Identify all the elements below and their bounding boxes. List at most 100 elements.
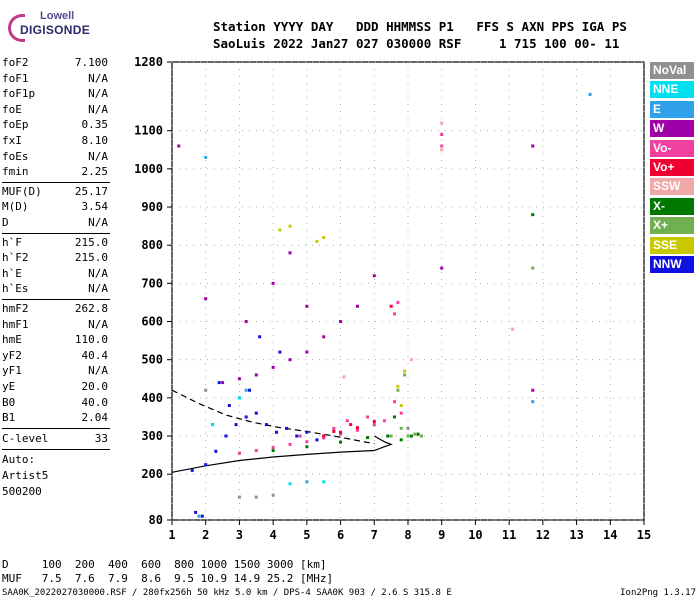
echo-point [322,335,326,339]
legend-item-nne: NNE [650,81,694,99]
echo-point [355,428,359,432]
echo-point [322,236,326,240]
param-row: M(D) 3.54 [2,200,108,214]
echo-point [440,133,444,137]
version-label: Ion2Png 1.3.17 [620,588,696,598]
echo-point [194,510,198,514]
x-tick-label: 6 [337,528,344,542]
echo-point [315,239,319,243]
param-row: hmF2 262.8 [2,302,108,316]
param-row: foF2 7.100 [2,56,108,70]
echo-point [244,320,248,324]
echo-point [244,415,248,419]
param-row: fmin 2.25 [2,165,108,179]
logo-line1: Lowell [40,10,75,22]
x-tick-label: 7 [371,528,378,542]
x-tick-label: 3 [236,528,243,542]
y-tick-label: 800 [141,238,163,252]
echo-point [204,388,208,392]
param-row: foEs N/A [2,150,108,164]
echo-point [511,327,515,331]
echo-point [278,228,282,232]
echo-point [386,434,390,438]
header-row-values: SaoLuis 2022 Jan27 027 030000 RSF 1 715 … [213,36,620,51]
param-row: hmE 110.0 [2,333,108,347]
echo-point [305,350,309,354]
echo-point [275,430,279,434]
param-value: N/A [88,102,108,116]
param-value: N/A [88,282,108,296]
echo-point [254,373,258,377]
clevel-row: C-level 33 [2,432,108,446]
param-value: N/A [88,364,108,378]
echo-point [372,420,376,424]
muf-table-frequency-row: MUF 7.5 7.6 7.9 8.6 9.5 10.9 14.9 25.2 [… [2,572,334,585]
echo-point [355,304,359,308]
param-value: 25.17 [74,184,108,198]
param-row: B1 2.04 [2,411,108,425]
param-name: yE [2,380,16,393]
param-row: h`E N/A [2,267,108,281]
echo-point [305,304,309,308]
echo-point [234,423,238,427]
x-tick-label: 10 [468,528,482,542]
echo-point [339,440,343,444]
echo-point [366,415,370,419]
echo-point [403,373,407,377]
param-value: 20.0 [81,380,109,393]
echo-point [214,449,218,453]
echo-point [440,148,444,152]
clevel-value: 33 [94,431,108,445]
echo-point [288,482,292,486]
echo-point [531,213,535,217]
x-tick-label: 2 [202,528,209,542]
param-name: MUF(D) [2,184,42,198]
echo-point [271,493,275,497]
param-name: yF1 [2,364,22,378]
legend-item-x: X- [650,197,694,215]
echo-point [372,274,376,278]
echo-point [217,381,221,385]
echo-point [366,436,370,440]
param-value: 262.8 [74,302,108,315]
param-divider [2,448,110,450]
echo-point [396,384,400,388]
y-tick-label: 1280 [134,55,163,69]
echo-point [409,358,413,362]
legend-item-vo: Vo- [650,139,694,157]
param-name: hmE [2,333,22,347]
echo-point [399,438,403,442]
echo-point [588,92,592,96]
echo-point [406,426,410,430]
x-tick-label: 14 [603,528,617,542]
echo-point [197,514,201,518]
echo-point [204,155,208,159]
echo-point [419,434,423,438]
param-name: foE [2,102,22,116]
param-row: h`F2 215.0 [2,251,108,265]
echo-point [237,377,241,381]
param-value: 40.4 [81,348,109,362]
x-tick-label: 12 [536,528,550,542]
param-name: foF1 [2,71,29,85]
echo-point [237,396,241,400]
echo-point [322,436,326,440]
param-name: foEp [2,118,29,132]
echo-point [339,432,343,436]
param-value: N/A [88,216,108,229]
echo-point [237,451,241,455]
echo-point [258,335,262,339]
param-name: fxI [2,134,22,147]
param-row: MUF(D) 25.17 [2,185,108,199]
echo-point [531,144,535,148]
echo-point [204,297,208,301]
y-tick-label: 80 [149,513,163,527]
legend-item-w: W [650,120,694,138]
echo-point [389,304,393,308]
legend-item-vo: Vo+ [650,158,694,176]
param-row: h`F 215.0 [2,236,108,250]
file-footer: SAA0K_2022027030000.RSF / 280fx256h 50 k… [2,588,452,598]
echo-point [399,426,403,430]
param-value: 40.0 [81,395,109,409]
station-header: Station YYYY DAY DDD HHMMSS P1 FFS S AXN… [213,18,627,52]
